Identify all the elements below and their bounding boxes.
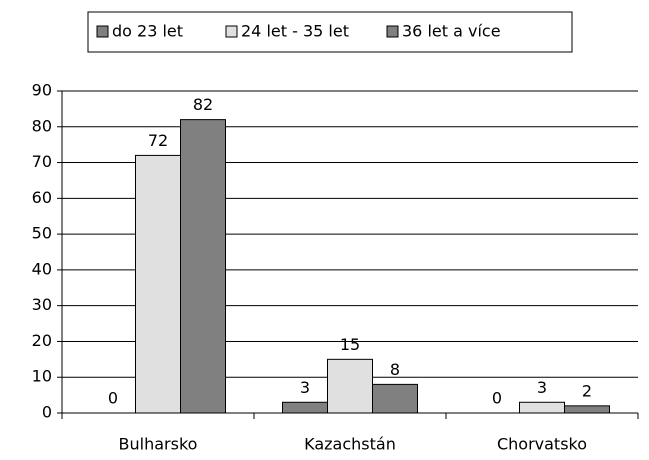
- legend-label: do 23 let: [112, 22, 183, 41]
- legend-swatch: [225, 25, 238, 38]
- legend: do 23 let 24 let - 35 let 36 let a více: [96, 22, 501, 41]
- bar: [519, 401, 565, 414]
- bar: [564, 405, 610, 414]
- y-tick-label: 50: [32, 224, 52, 243]
- data-label: 0: [108, 389, 118, 408]
- y-tick-label: 20: [32, 331, 52, 350]
- y-tick-label: 80: [32, 116, 52, 135]
- data-label: 8: [390, 360, 400, 379]
- data-label: 0: [492, 389, 502, 408]
- bar: [135, 154, 181, 414]
- legend-swatch: [386, 25, 399, 38]
- y-tick-label: 90: [32, 81, 52, 100]
- data-label: 3: [300, 378, 310, 397]
- legend-swatch: [96, 25, 109, 38]
- y-tick-label: 30: [32, 295, 52, 314]
- y-tick-label: 70: [32, 152, 52, 171]
- y-tick-label: 0: [42, 403, 52, 422]
- data-label: 3: [537, 378, 547, 397]
- bar: [327, 358, 373, 414]
- bar: [372, 383, 418, 414]
- data-label: 72: [148, 131, 168, 150]
- legend-box: [87, 11, 573, 53]
- x-tick-label: Chorvatsko: [497, 435, 587, 454]
- y-tick-label: 40: [32, 259, 52, 278]
- x-tick-label: Bulharsko: [119, 435, 198, 454]
- data-label: 82: [193, 95, 213, 114]
- data-label: 15: [340, 335, 360, 354]
- legend-label: 24 let - 35 let: [241, 22, 349, 41]
- data-label: 2: [582, 381, 592, 400]
- legend-label: 36 let a více: [402, 22, 501, 41]
- x-tick-label: Kazachstán: [304, 435, 396, 454]
- y-tick-label: 10: [32, 367, 52, 386]
- y-tick-label: 60: [32, 188, 52, 207]
- bar: [282, 401, 328, 414]
- bar: [180, 119, 226, 414]
